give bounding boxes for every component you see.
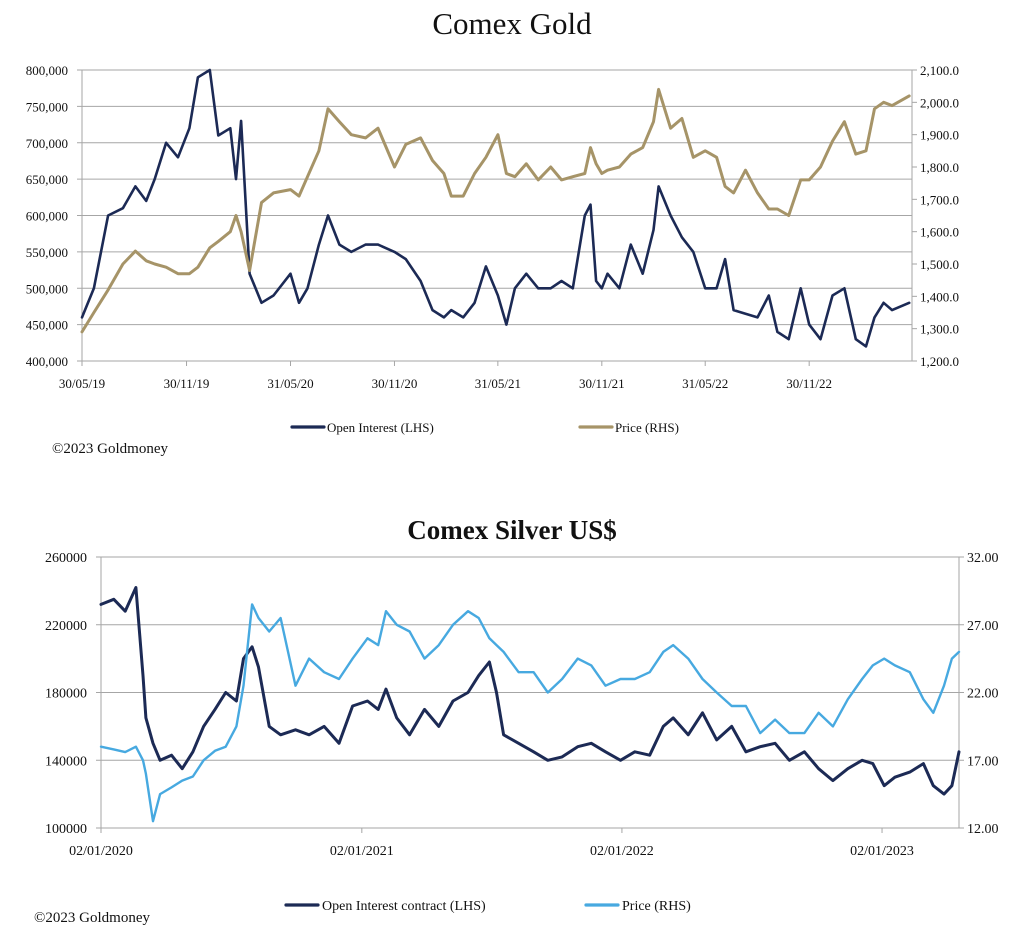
left-tick-label: 650,000 xyxy=(26,172,68,187)
left-tick-label: 180000 xyxy=(45,687,87,702)
right-tick-label: 1,400.0 xyxy=(920,289,959,304)
right-tick-label: 27.00 xyxy=(967,619,999,634)
right-tick-label: 1,500.0 xyxy=(920,257,959,272)
x-tick-label: 31/05/20 xyxy=(267,376,313,391)
x-tick-label: 30/11/20 xyxy=(372,376,418,391)
legend-label-price: Price (RHS) xyxy=(622,899,691,914)
left-tick-label: 450,000 xyxy=(26,318,68,333)
x-tick-label: 31/05/22 xyxy=(682,376,728,391)
right-tick-label: 1,700.0 xyxy=(920,192,959,207)
x-tick-label: 30/05/19 xyxy=(59,376,105,391)
legend-label-open-interest: Open Interest contract (LHS) xyxy=(322,899,486,914)
silver-chart-title: Comex Silver US$ xyxy=(407,515,617,545)
x-tick-label: 30/11/19 xyxy=(164,376,210,391)
left-tick-label: 800,000 xyxy=(26,63,68,78)
left-tick-label: 550,000 xyxy=(26,245,68,260)
left-tick-label: 600,000 xyxy=(26,209,68,224)
right-tick-label: 2,100.0 xyxy=(920,63,959,78)
legend-label-open-interest: Open Interest (LHS) xyxy=(327,420,434,435)
x-tick-label: 02/01/2023 xyxy=(850,844,914,859)
left-tick-label: 260000 xyxy=(45,551,87,566)
x-tick-label: 31/05/21 xyxy=(475,376,521,391)
x-tick-label: 02/01/2021 xyxy=(330,844,394,859)
x-tick-label: 02/01/2022 xyxy=(590,844,654,859)
gold-chart-title: Comex Gold xyxy=(432,6,592,41)
right-tick-label: 12.00 xyxy=(967,822,999,837)
right-tick-label: 1,900.0 xyxy=(920,128,959,143)
price-series-line xyxy=(80,87,911,334)
left-tick-label: 140000 xyxy=(45,754,87,769)
right-tick-label: 1,200.0 xyxy=(920,354,959,369)
open-interest-series-line xyxy=(80,68,911,348)
left-tick-label: 750,000 xyxy=(26,99,68,114)
left-tick-label: 100000 xyxy=(45,822,87,837)
right-tick-label: 1,300.0 xyxy=(920,322,959,337)
open-interest-series-line xyxy=(99,586,961,796)
gold-chart: 400,000 450,000 500,000 550,000 600,000 650,0… xyxy=(26,63,959,435)
right-tick-label: 1,600.0 xyxy=(920,225,959,240)
left-tick-label: 700,000 xyxy=(26,136,68,151)
x-tick-label: 02/01/2020 xyxy=(69,844,133,859)
right-tick-label: 1,800.0 xyxy=(920,160,959,175)
left-tick-label: 220000 xyxy=(45,619,87,634)
right-tick-label: 22.00 xyxy=(967,687,999,702)
left-tick-label: 400,000 xyxy=(26,354,68,369)
gold-copyright: ©2023 Goldmoney xyxy=(52,441,168,457)
price-series-line xyxy=(99,603,961,823)
legend-label-price: Price (RHS) xyxy=(615,420,679,435)
right-tick-label: 17.00 xyxy=(967,754,999,769)
right-tick-label: 2,000.0 xyxy=(920,95,959,110)
x-tick-label: 30/11/21 xyxy=(579,376,625,391)
left-tick-label: 500,000 xyxy=(26,281,68,296)
right-tick-label: 32.00 xyxy=(967,551,999,566)
x-tick-label: 30/11/22 xyxy=(786,376,832,391)
silver-copyright: ©2023 Goldmoney xyxy=(34,910,150,926)
